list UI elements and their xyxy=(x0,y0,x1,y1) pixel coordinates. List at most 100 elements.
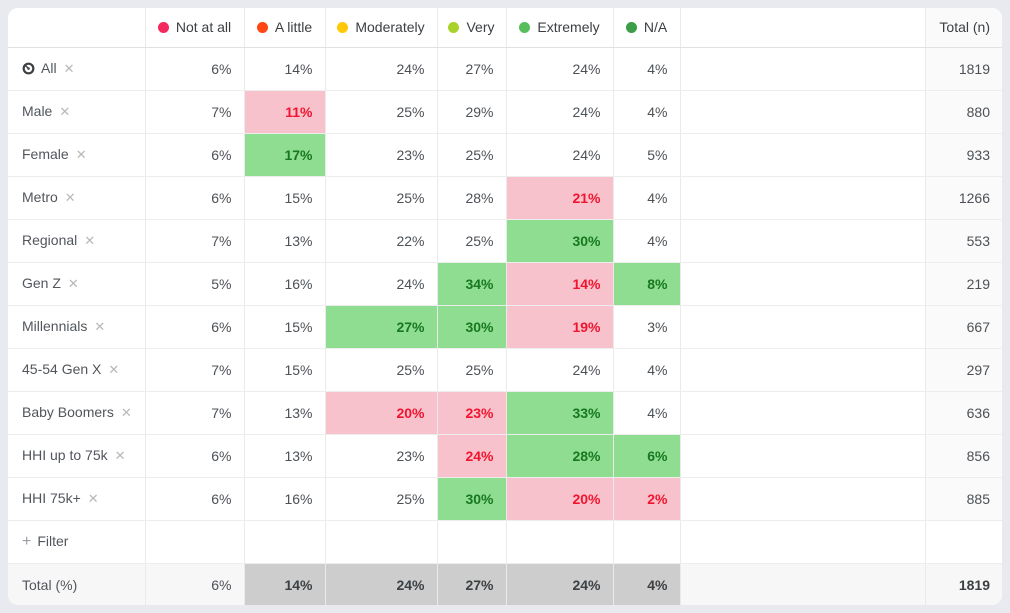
segment-label-cell: Metro ✕ xyxy=(8,176,146,220)
value-cell: 5% xyxy=(145,262,245,306)
close-icon[interactable]: ✕ xyxy=(59,104,71,119)
value-cell: 6% xyxy=(613,434,681,478)
all-segment-gauge-icon xyxy=(22,62,35,75)
segment-label: Female xyxy=(22,146,69,162)
column-header-very: Very xyxy=(437,8,507,48)
segment-row: Female ✕ 6% 17% 23% 25% 24% 5% 933 xyxy=(8,133,1002,177)
value-cell: 15% xyxy=(244,176,326,220)
value-cell: 24% xyxy=(506,47,614,91)
spacer-cell xyxy=(680,176,926,220)
total-percent-cell: 24% xyxy=(506,562,614,605)
add-filter-button[interactable]: + Filter xyxy=(8,520,146,564)
value-cell: 6% xyxy=(145,305,245,349)
segment-label-cell: Male ✕ xyxy=(8,90,146,134)
value-cell: 4% xyxy=(613,391,681,435)
close-icon[interactable]: ✕ xyxy=(94,319,106,334)
value-cell: 7% xyxy=(145,348,245,392)
value-cell: 19% xyxy=(506,305,614,349)
header-row: Not at all A little Moderately Very Extr… xyxy=(8,8,1002,48)
close-icon[interactable]: ✕ xyxy=(84,233,96,248)
empty-cell xyxy=(506,520,614,564)
total-n-cell: 856 xyxy=(924,434,1002,478)
total-row-label: Total (%) xyxy=(8,562,146,605)
value-cell: 17% xyxy=(244,133,326,177)
empty-cell xyxy=(244,520,326,564)
value-cell: 6% xyxy=(145,434,245,478)
value-cell: 4% xyxy=(613,90,681,134)
value-cell: 28% xyxy=(506,434,614,478)
value-cell: 25% xyxy=(325,90,438,134)
spacer-cell xyxy=(680,262,926,306)
column-header-label: Moderately xyxy=(355,19,425,36)
value-cell: 33% xyxy=(506,391,614,435)
value-cell: 11% xyxy=(244,90,326,134)
close-icon[interactable]: ✕ xyxy=(64,190,76,205)
total-n-cell: 885 xyxy=(924,477,1002,521)
extremely-legend-dot-icon xyxy=(519,22,531,34)
value-cell: 34% xyxy=(437,262,507,306)
moderately-legend-dot-icon xyxy=(337,22,349,34)
total-n-cell: 553 xyxy=(924,219,1002,263)
value-cell: 24% xyxy=(325,262,438,306)
segment-row: Baby Boomers ✕ 7% 13% 20% 23% 33% 4% 636 xyxy=(8,391,1002,435)
segment-row: Metro ✕ 6% 15% 25% 28% 21% 4% 1266 xyxy=(8,176,1002,220)
close-icon[interactable]: ✕ xyxy=(120,405,132,420)
spacer-cell xyxy=(680,477,926,521)
value-cell: 30% xyxy=(506,219,614,263)
segment-row: All ✕ 6% 14% 24% 27% 24% 4% 1819 xyxy=(8,47,1002,91)
close-icon[interactable]: ✕ xyxy=(114,448,126,463)
value-cell: 4% xyxy=(613,47,681,91)
segment-label-cell: HHI up to 75k ✕ xyxy=(8,434,146,478)
segment-label-cell: Baby Boomers ✕ xyxy=(8,391,146,435)
segment-row: Male ✕ 7% 11% 25% 29% 24% 4% 880 xyxy=(8,90,1002,134)
empty-cell xyxy=(437,520,507,564)
value-cell: 24% xyxy=(506,133,614,177)
spacer-cell xyxy=(680,305,926,349)
total-n-cell: 219 xyxy=(924,262,1002,306)
close-icon[interactable]: ✕ xyxy=(63,61,75,76)
value-cell: 25% xyxy=(325,348,438,392)
close-icon[interactable]: ✕ xyxy=(108,362,120,377)
empty-cell xyxy=(145,520,245,564)
segment-label: All xyxy=(41,60,57,76)
value-cell: 25% xyxy=(325,176,438,220)
total-n-cell: 297 xyxy=(924,348,1002,392)
value-cell: 23% xyxy=(437,391,507,435)
close-icon[interactable]: ✕ xyxy=(67,276,79,291)
value-cell: 6% xyxy=(145,47,245,91)
segment-label-cell: Regional ✕ xyxy=(8,219,146,263)
spacer-cell xyxy=(680,520,926,564)
value-cell: 27% xyxy=(325,305,438,349)
value-cell: 23% xyxy=(325,434,438,478)
na-legend-dot-icon xyxy=(625,22,637,34)
value-cell: 22% xyxy=(325,219,438,263)
total-n-cell: 1819 xyxy=(924,47,1002,91)
total-n-cell: 1266 xyxy=(924,176,1002,220)
column-header-not-at-all: Not at all xyxy=(145,8,245,48)
value-cell: 25% xyxy=(437,219,507,263)
total-percent-cell: 4% xyxy=(613,562,681,605)
close-icon[interactable]: ✕ xyxy=(87,491,99,506)
segment-row: Millennials ✕ 6% 15% 27% 30% 19% 3% 667 xyxy=(8,305,1002,349)
total-column-header: Total (n) xyxy=(924,8,1002,48)
value-cell: 25% xyxy=(325,477,438,521)
filter-row: + Filter xyxy=(8,520,1002,564)
value-cell: 15% xyxy=(244,348,326,392)
total-percent-cell: 6% xyxy=(145,562,245,605)
spacer-cell xyxy=(680,219,926,263)
spacer-cell xyxy=(680,391,926,435)
total-n-cell: 667 xyxy=(924,305,1002,349)
value-cell: 24% xyxy=(437,434,507,478)
crosstab-table: Not at all A little Moderately Very Extr… xyxy=(8,8,1002,605)
spacer-cell xyxy=(680,562,926,605)
value-cell: 3% xyxy=(613,305,681,349)
value-cell: 13% xyxy=(244,434,326,478)
close-icon[interactable]: ✕ xyxy=(75,147,87,162)
value-cell: 16% xyxy=(244,262,326,306)
segment-label-cell: All ✕ xyxy=(8,47,146,91)
column-header-label: N/A xyxy=(643,19,668,36)
segment-row: HHI 75k+ ✕ 6% 16% 25% 30% 20% 2% 885 xyxy=(8,477,1002,521)
spacer-cell xyxy=(680,434,926,478)
filter-label: Filter xyxy=(37,532,69,549)
column-header-moderately: Moderately xyxy=(325,8,438,48)
